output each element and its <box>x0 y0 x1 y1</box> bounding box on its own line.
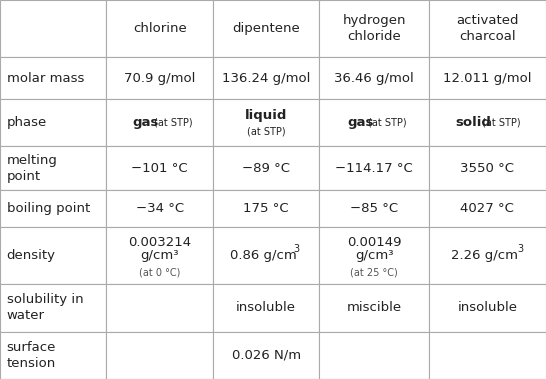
Text: 12.011 g/mol: 12.011 g/mol <box>443 72 532 85</box>
Bar <box>0 332 106 379</box>
Bar <box>106 227 213 284</box>
Text: insoluble: insoluble <box>236 301 296 315</box>
Text: chlorine: chlorine <box>133 22 187 35</box>
Bar <box>429 332 546 379</box>
Text: melting
point: melting point <box>7 153 57 183</box>
Text: (at STP): (at STP) <box>369 118 407 128</box>
Text: molar mass: molar mass <box>7 72 84 85</box>
Text: 0.003214: 0.003214 <box>128 236 191 249</box>
Text: 3550 °C: 3550 °C <box>460 161 514 175</box>
Bar <box>319 99 429 146</box>
Text: g/cm³: g/cm³ <box>140 249 179 262</box>
Text: 70.9 g/mol: 70.9 g/mol <box>124 72 195 85</box>
Bar <box>319 146 429 190</box>
Text: 36.46 g/mol: 36.46 g/mol <box>334 72 414 85</box>
Bar <box>429 146 546 190</box>
Text: −101 °C: −101 °C <box>132 161 188 175</box>
Bar <box>429 227 546 284</box>
Text: activated
charcoal: activated charcoal <box>456 14 519 43</box>
Bar <box>429 284 546 332</box>
Text: −89 °C: −89 °C <box>242 161 290 175</box>
Bar <box>0 99 106 146</box>
Bar <box>213 0 319 58</box>
Bar <box>429 99 546 146</box>
Bar <box>319 332 429 379</box>
Bar <box>0 0 106 58</box>
Bar <box>213 284 319 332</box>
Text: 2.26 g/cm: 2.26 g/cm <box>451 249 518 262</box>
Text: (at STP): (at STP) <box>482 118 520 128</box>
Bar <box>213 58 319 99</box>
Bar <box>429 190 546 227</box>
Text: gas: gas <box>133 116 159 129</box>
Text: 3: 3 <box>293 244 299 254</box>
Text: 3: 3 <box>518 244 524 254</box>
Bar <box>213 332 319 379</box>
Text: hydrogen
chloride: hydrogen chloride <box>342 14 406 43</box>
Text: −114.17 °C: −114.17 °C <box>335 161 413 175</box>
Text: liquid: liquid <box>245 109 287 122</box>
Bar <box>213 190 319 227</box>
Bar <box>319 0 429 58</box>
Bar <box>106 190 213 227</box>
Bar <box>106 58 213 99</box>
Text: 0.86 g/cm: 0.86 g/cm <box>230 249 297 262</box>
Bar <box>319 284 429 332</box>
Text: −34 °C: −34 °C <box>135 202 184 215</box>
Bar <box>106 332 213 379</box>
Bar <box>0 227 106 284</box>
Bar <box>213 227 319 284</box>
Text: 0.026 N/m: 0.026 N/m <box>232 349 301 362</box>
Text: density: density <box>7 249 56 262</box>
Bar <box>319 190 429 227</box>
Bar <box>106 0 213 58</box>
Bar <box>106 284 213 332</box>
Text: −85 °C: −85 °C <box>350 202 398 215</box>
Text: g/cm³: g/cm³ <box>355 249 393 262</box>
Text: insoluble: insoluble <box>458 301 517 315</box>
Bar <box>319 227 429 284</box>
Bar <box>0 146 106 190</box>
Text: 175 °C: 175 °C <box>244 202 289 215</box>
Bar <box>319 58 429 99</box>
Bar <box>0 58 106 99</box>
Text: phase: phase <box>7 116 47 129</box>
Text: (at 25 °C): (at 25 °C) <box>350 268 398 278</box>
Bar <box>213 99 319 146</box>
Text: 4027 °C: 4027 °C <box>460 202 514 215</box>
Bar <box>106 146 213 190</box>
Bar <box>106 99 213 146</box>
Bar <box>429 0 546 58</box>
Text: boiling point: boiling point <box>7 202 90 215</box>
Text: gas: gas <box>347 116 373 129</box>
Text: (at 0 °C): (at 0 °C) <box>139 268 180 278</box>
Text: dipentene: dipentene <box>232 22 300 35</box>
Text: 0.00149: 0.00149 <box>347 236 401 249</box>
Bar <box>0 284 106 332</box>
Text: solid: solid <box>456 116 491 129</box>
Text: (at STP): (at STP) <box>154 118 193 128</box>
Text: solubility in
water: solubility in water <box>7 293 83 323</box>
Text: (at STP): (at STP) <box>247 126 286 136</box>
Bar <box>429 58 546 99</box>
Text: miscible: miscible <box>347 301 401 315</box>
Bar <box>213 146 319 190</box>
Text: surface
tension: surface tension <box>7 341 56 370</box>
Text: 136.24 g/mol: 136.24 g/mol <box>222 72 310 85</box>
Bar <box>0 190 106 227</box>
